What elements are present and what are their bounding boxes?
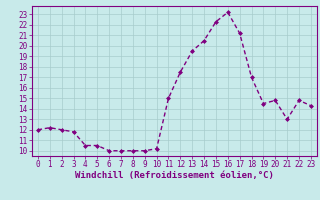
X-axis label: Windchill (Refroidissement éolien,°C): Windchill (Refroidissement éolien,°C) [75,171,274,180]
